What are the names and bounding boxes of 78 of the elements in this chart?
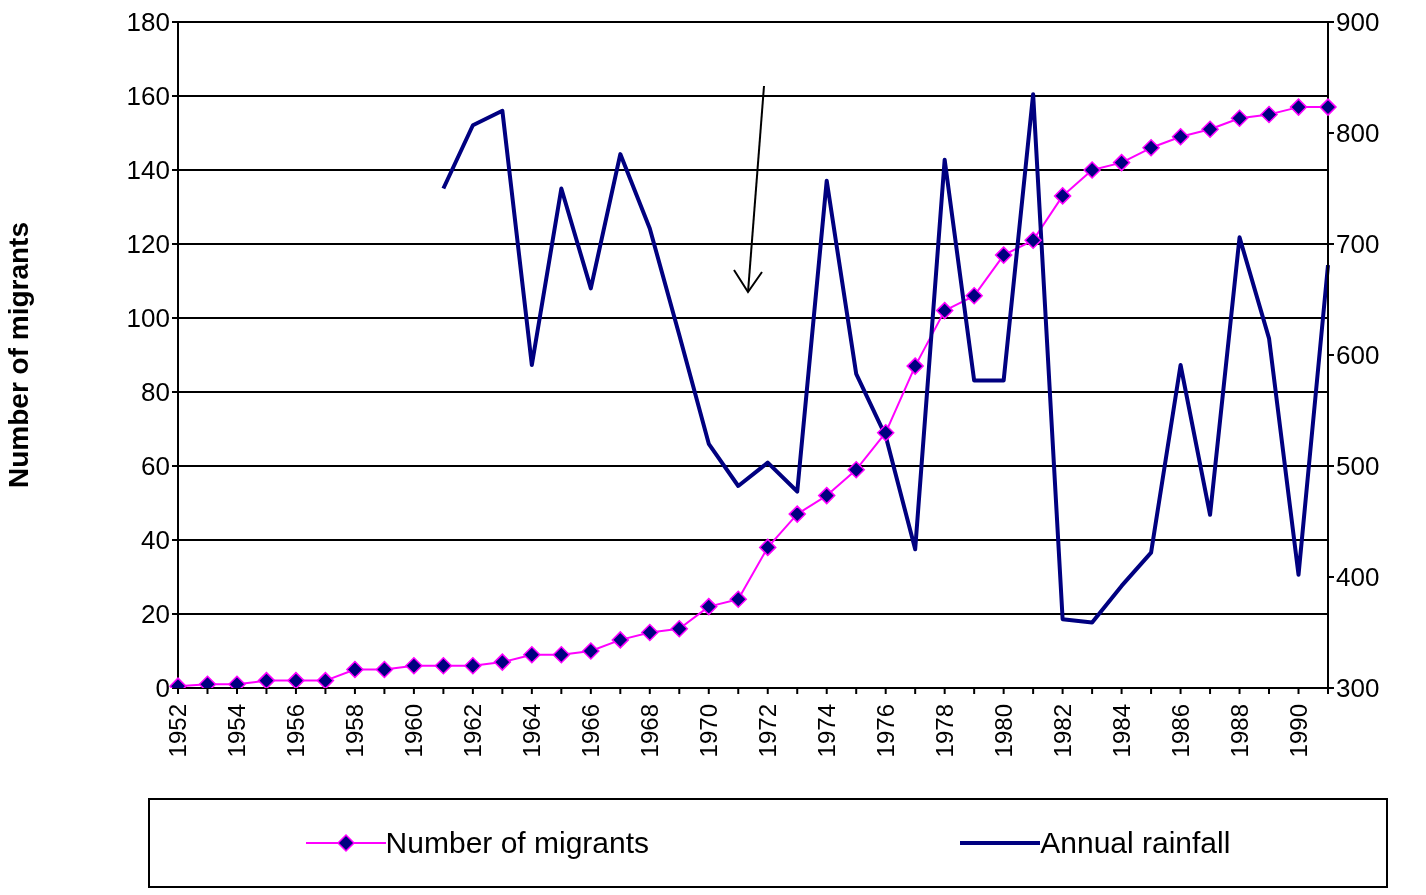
point	[375, 660, 394, 679]
x-tick-label: 1962	[459, 704, 487, 758]
point	[493, 653, 512, 671]
y2-tick-label: 300	[1336, 673, 1380, 704]
x-tick-label: 1978	[931, 704, 959, 758]
point	[464, 657, 482, 675]
y-axis-title: Number of migrants	[2, 221, 34, 489]
x-tick-label: 1976	[872, 704, 900, 758]
x-tick-label: 1988	[1225, 704, 1253, 758]
x-tick-label: 1972	[754, 704, 782, 758]
point	[405, 657, 423, 675]
point	[1230, 109, 1249, 127]
x-tick-label: 1964	[518, 704, 546, 758]
x-tick-label: 1954	[223, 704, 251, 758]
x-tick-label: 1960	[400, 704, 428, 758]
point	[876, 423, 895, 442]
y2-tick-label: 800	[1336, 118, 1380, 149]
y2-tick-label: 700	[1336, 229, 1380, 260]
y-tick-label: 100	[126, 303, 170, 334]
point	[1289, 98, 1308, 116]
x-tick-label: 1990	[1284, 704, 1312, 758]
point	[1053, 187, 1072, 205]
point	[287, 671, 305, 688]
y2-tick-label: 500	[1336, 451, 1380, 482]
point	[523, 645, 541, 664]
point	[316, 671, 335, 688]
point	[346, 660, 364, 679]
point	[257, 671, 276, 688]
point	[1319, 98, 1337, 116]
x-tick-label: 1968	[636, 704, 664, 758]
y2-tick-label: 600	[1336, 340, 1380, 371]
point	[817, 486, 836, 505]
x-tick-label: 1970	[695, 704, 723, 758]
y-tick-label: 140	[126, 155, 170, 186]
point	[641, 623, 659, 642]
point	[434, 657, 453, 675]
y-tick-label: 60	[141, 451, 170, 482]
point	[1201, 120, 1219, 139]
y-tick-label: 20	[141, 599, 170, 630]
y-tick-label: 0	[155, 673, 170, 704]
x-tick-label: 1984	[1107, 704, 1135, 758]
y-tick-label: 80	[141, 377, 170, 408]
point	[729, 590, 748, 608]
point	[1142, 139, 1160, 157]
point	[611, 631, 630, 649]
line-series	[441, 92, 1330, 625]
x-tick-label: 1986	[1166, 704, 1194, 758]
point	[552, 645, 571, 664]
x-tick-label: 1974	[813, 704, 841, 758]
y-tick-label: 180	[126, 7, 170, 38]
point	[965, 287, 983, 305]
x-tick-label: 1982	[1049, 704, 1077, 758]
y-tick-label: 160	[126, 81, 170, 112]
y-tick-label: 40	[141, 525, 170, 556]
point	[700, 597, 718, 616]
point	[1024, 231, 1042, 250]
legend-label: Annual rainfall	[1040, 826, 1231, 860]
y2-tick-label: 400	[1336, 562, 1380, 593]
point	[847, 460, 865, 479]
point	[670, 620, 689, 638]
point	[1112, 153, 1131, 172]
x-tick-label: 1956	[282, 704, 310, 758]
y-tick-label: 120	[126, 229, 170, 260]
x-tick-label: 1952	[164, 704, 192, 758]
legend-label: Number of migrants	[385, 826, 650, 860]
x-tick-label: 1966	[577, 704, 605, 758]
point	[994, 246, 1013, 264]
point	[788, 505, 806, 523]
point	[758, 538, 777, 557]
x-tick-label: 1980	[990, 704, 1018, 758]
point	[1171, 127, 1190, 146]
y2-tick-label: 900	[1336, 7, 1380, 38]
point	[906, 357, 924, 375]
point	[582, 642, 600, 660]
point	[1260, 105, 1278, 124]
point	[1083, 161, 1101, 179]
x-tick-label: 1958	[341, 704, 369, 758]
point	[935, 301, 954, 320]
